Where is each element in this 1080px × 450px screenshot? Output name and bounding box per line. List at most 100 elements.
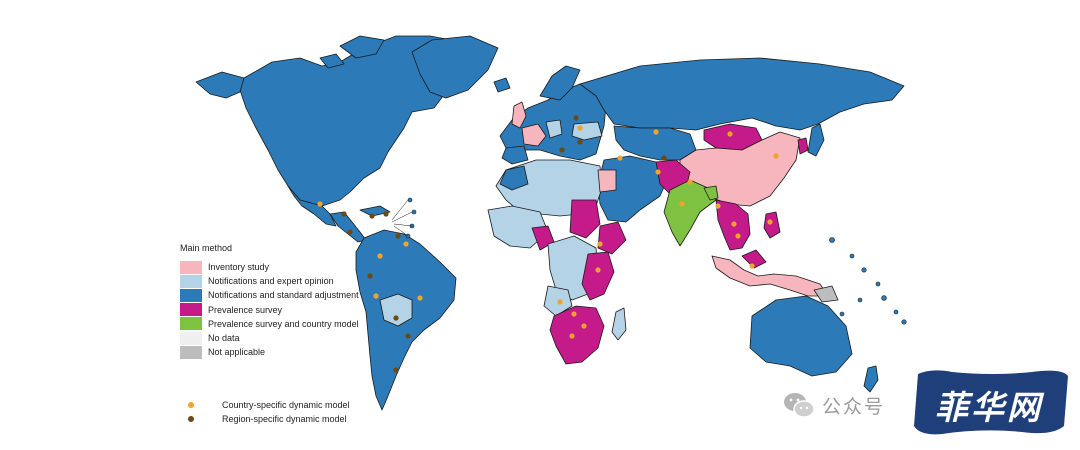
region-scandinavia [539, 65, 581, 101]
country-model-dot [727, 131, 733, 137]
country-model-dot [557, 299, 563, 305]
country-model-dot [403, 241, 409, 247]
country-ukraine [571, 121, 603, 141]
region-alaska [195, 71, 245, 99]
region-model-dot [341, 211, 347, 217]
country-model-dot [679, 201, 685, 207]
country-model-dot [687, 179, 693, 185]
country-bolivia [379, 293, 413, 327]
country-model-dots [317, 125, 779, 339]
country-iberia [501, 145, 529, 165]
region-model-dot [369, 213, 375, 219]
region-central-america [329, 211, 367, 243]
model-legend-label: Region-specific dynamic model [222, 414, 347, 424]
country-france [521, 123, 547, 147]
model-legend-label: Country-specific dynamic model [222, 400, 350, 410]
pacific-islands [405, 197, 907, 325]
country-model-dot [577, 125, 583, 131]
legend: Main method Inventory study Notification… [180, 243, 359, 359]
country-japan [807, 123, 825, 157]
legend-title: Main method [180, 243, 233, 253]
country-model-dot [653, 129, 659, 135]
country-model-dot [581, 323, 587, 329]
country-model-dot [373, 293, 379, 299]
country-model-dot [749, 263, 755, 269]
model-legend: Country-specific dynamic model Region-sp… [188, 398, 350, 426]
country-model-dot [735, 233, 741, 239]
country-model-dot [767, 219, 773, 225]
legend-item-notif-expert: Notifications and expert opinion [180, 274, 359, 288]
watermark: 公众号 [782, 390, 885, 420]
model-legend-country: Country-specific dynamic model [188, 398, 350, 412]
region-model-marker [188, 416, 194, 422]
country-new-zealand [863, 365, 879, 393]
legend-swatch [180, 288, 202, 302]
legend-item-prevalence-model: Prevalence survey and country model [180, 317, 359, 331]
country-model-dot [617, 155, 623, 161]
country-sudan [569, 199, 601, 239]
region-model-dot [347, 229, 353, 235]
country-madagascar [611, 307, 627, 341]
legend-swatch [180, 345, 202, 359]
wechat-icon [784, 393, 815, 418]
country-egypt [597, 169, 617, 193]
watermark-text: 公众号 [822, 395, 886, 418]
legend-label: No data [208, 333, 240, 344]
country-model-dot [377, 253, 383, 259]
country-bangladesh [703, 185, 719, 201]
country-model-dot [715, 203, 721, 209]
legend-swatch [180, 303, 202, 317]
country-korea [797, 137, 809, 155]
region-mexico [287, 185, 337, 227]
model-legend-region: Region-specific dynamic model [188, 412, 350, 426]
country-uk [511, 101, 527, 129]
brand-badge [914, 370, 1068, 435]
country-morocco [499, 165, 529, 191]
legend-item-no-data: No data [180, 331, 359, 345]
country-model-dot [597, 241, 603, 247]
country-model-dot [317, 201, 323, 207]
region-model-dot [573, 115, 579, 121]
region-model-dot [393, 315, 399, 321]
country-ethiopia [597, 221, 627, 255]
legend-label: Not applicable [208, 347, 266, 358]
region-indonesia [711, 255, 829, 297]
legend-swatch [180, 331, 202, 345]
legend-label: Prevalence survey [208, 304, 283, 315]
legend-item-prevalence: Prevalence survey [180, 303, 359, 317]
region-greenland [411, 35, 499, 99]
country-germany [545, 119, 563, 139]
country-model-marker [188, 402, 194, 408]
legend-item-not-applicable: Not applicable [180, 345, 359, 359]
country-malaysia [741, 249, 767, 269]
region-model-dot [395, 233, 401, 239]
legend-label: Notifications and expert opinion [208, 276, 334, 287]
region-model-dot [577, 139, 583, 145]
brand-badge-text: 菲华网 [935, 388, 1043, 427]
legend-label: Prevalence survey and country model [208, 318, 359, 329]
country-philippines [763, 211, 781, 239]
legend-label: Notifications and standard adjustment [208, 290, 359, 301]
country-model-dot [571, 311, 577, 317]
legend-swatch [180, 274, 202, 288]
region-model-dot [559, 147, 565, 153]
country-model-dot [773, 153, 779, 159]
country-australia [749, 295, 853, 377]
country-model-dot [731, 221, 737, 227]
region-east-africa [581, 251, 615, 301]
country-model-dot [417, 295, 423, 301]
region-southern-africa [549, 305, 605, 365]
legend-label: Inventory study [208, 262, 270, 273]
legend-item-inventory: Inventory study [180, 260, 359, 274]
region-model-dot [405, 333, 411, 339]
region-model-dot [367, 273, 373, 279]
country-papua-new-guinea [813, 285, 839, 303]
caribbean-callout-lines [391, 199, 413, 237]
region-russia [579, 57, 905, 131]
country-model-dot [569, 333, 575, 339]
region-model-dot [383, 211, 389, 217]
country-cuba [359, 205, 391, 217]
region-arctic-islands [319, 35, 385, 69]
country-model-dot [655, 169, 661, 175]
